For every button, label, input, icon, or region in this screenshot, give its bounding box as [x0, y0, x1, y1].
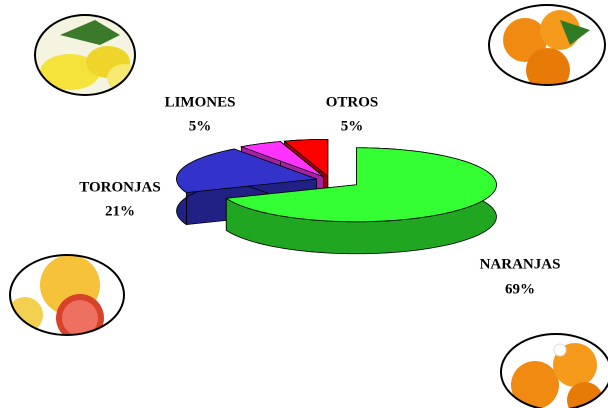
slice-value-label: 5%: [189, 118, 212, 134]
slice: [283, 138, 329, 178]
slice-value-label: 21%: [105, 203, 135, 219]
slice-value-label: 5%: [341, 118, 364, 134]
grapefruit-image: [9, 254, 125, 336]
pie-slice: [225, 147, 497, 255]
slice-value-label: 69%: [505, 281, 535, 297]
slice: [225, 147, 497, 223]
lemon-image: [34, 14, 136, 96]
slice: [239, 141, 324, 178]
slice: [176, 148, 317, 194]
slice-label: NARANJAS: [480, 256, 561, 272]
slice-label: LIMONES: [165, 94, 236, 110]
slice-label: TORONJAS: [79, 179, 160, 195]
orange-image: [500, 333, 608, 408]
orange-image: [488, 4, 606, 86]
slice-label: OTROS: [326, 94, 379, 110]
